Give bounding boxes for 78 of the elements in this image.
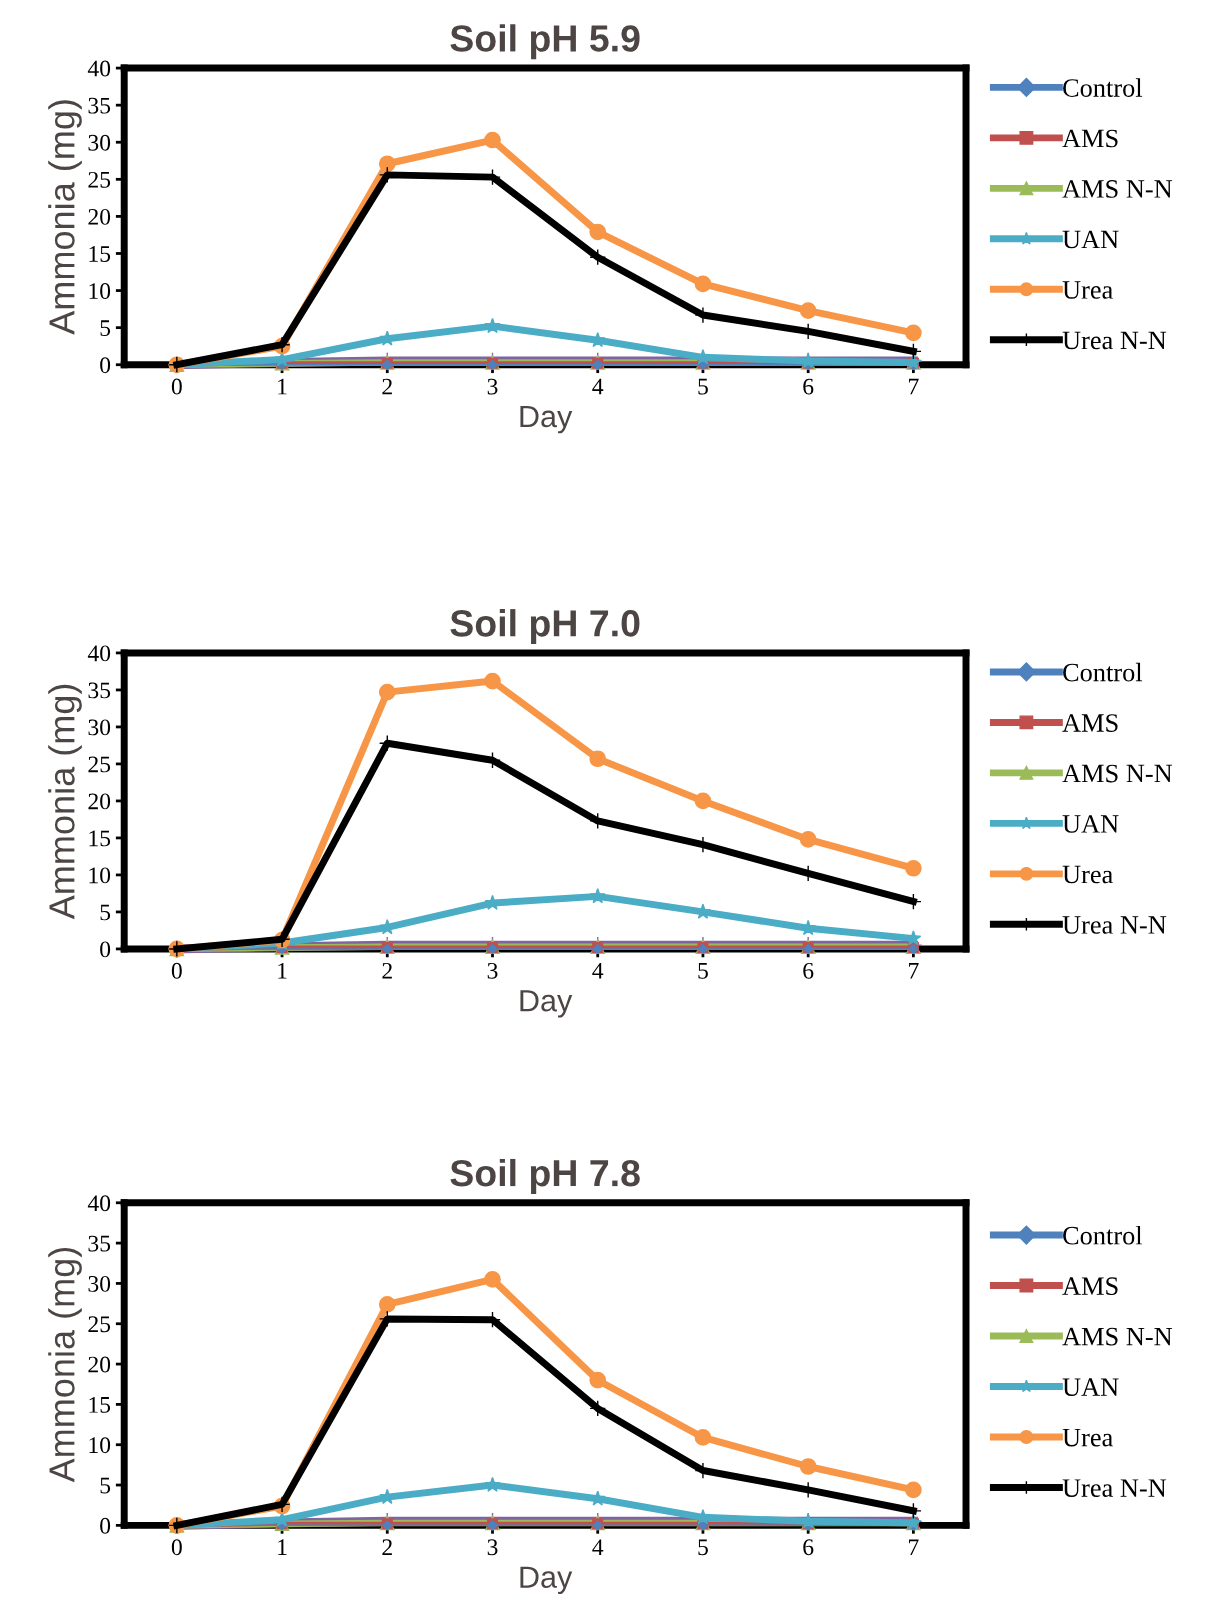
x-tick-label: 5 [698, 1539, 708, 1556]
y-tick-label: 0 [100, 1517, 111, 1534]
x-tick-label: 7 [909, 378, 919, 395]
y-tick-label: 20 [88, 793, 111, 810]
legend-label: Control [1063, 1225, 1143, 1245]
x-tick-label: 5 [698, 963, 708, 979]
x-tick-label: 2 [382, 378, 392, 395]
y-tick-label: 5 [100, 1477, 111, 1494]
legend-label: AMS N-N [1062, 764, 1173, 783]
chart-title: Soil pH 7.0 [450, 609, 640, 645]
x-tick-label: 7 [909, 1539, 919, 1555]
legend-label: Urea N-N [1062, 331, 1167, 350]
x-tick-label: 2 [382, 962, 392, 979]
y-axis-title: Ammonia (mg) [48, 1247, 82, 1483]
x-tick-label: 2 [382, 1539, 392, 1555]
x-tick-label: 5 [698, 378, 708, 395]
x-tick-label: 3 [487, 1539, 498, 1556]
y-tick-label: 5 [100, 320, 111, 337]
y-tick-label: 15 [89, 1397, 111, 1413]
chart-title: Soil pH 7.8 [450, 1158, 640, 1194]
x-tick-label: 1 [278, 1539, 287, 1555]
x-tick-label: 1 [278, 378, 287, 395]
y-tick-label: 35 [88, 1235, 111, 1252]
x-tick-label: 3 [487, 962, 498, 979]
x-tick-label: 6 [803, 378, 814, 395]
y-tick-label: 20 [88, 1356, 111, 1373]
y-tick-label: 30 [88, 1275, 111, 1292]
legend-label: UAN [1062, 1378, 1119, 1396]
x-tick-label: 7 [909, 963, 919, 979]
legend-label: AMS N-N [1062, 180, 1173, 198]
y-tick-label: 30 [88, 134, 111, 151]
x-tick-label: 4 [592, 1539, 604, 1555]
legend-label: Urea [1062, 1428, 1113, 1447]
legend-label: Control [1063, 78, 1143, 97]
y-tick-label: 25 [88, 756, 111, 773]
legend-label: Urea N-N [1062, 916, 1167, 934]
x-tick-label: 4 [592, 378, 604, 395]
y-tick-label: 15 [89, 246, 111, 262]
y-tick-label: 0 [100, 357, 111, 374]
y-tick-label: 20 [88, 208, 111, 225]
y-tick-label: 40 [87, 1195, 111, 1212]
y-tick-label: 40 [87, 60, 111, 77]
x-tick-label: 3 [487, 378, 498, 395]
legend-label: AMS N-N [1062, 1327, 1173, 1346]
y-tick-label: 10 [89, 283, 111, 299]
x-tick-label: 6 [803, 962, 814, 979]
y-tick-label: 5 [100, 904, 111, 921]
x-tick-label: 4 [592, 962, 604, 979]
y-tick-label: 25 [88, 1316, 111, 1333]
y-axis-title: Ammonia (mg) [48, 684, 82, 920]
y-tick-label: 0 [100, 941, 111, 958]
y-axis-title: Ammonia (mg) [48, 100, 82, 335]
legend-label: Urea N-N [1062, 1479, 1167, 1497]
legend-label: UAN [1062, 230, 1119, 249]
legend-label: Urea [1062, 281, 1113, 299]
chart-title: Soil pH 5.9 [450, 24, 640, 60]
legend-label: Urea [1062, 865, 1113, 884]
y-tick-label: 10 [89, 867, 111, 884]
y-tick-label: 15 [89, 830, 111, 847]
legend-label: AMS [1062, 129, 1118, 148]
legend-label: AMS [1062, 1277, 1118, 1296]
x-tick-label: 0 [171, 1539, 182, 1556]
y-tick-label: 30 [88, 719, 111, 736]
x-axis-title: Day [520, 990, 573, 1018]
y-tick-label: 35 [88, 682, 111, 699]
y-tick-label: 25 [88, 171, 111, 188]
x-tick-label: 0 [171, 378, 182, 395]
x-axis-title: Day [520, 406, 573, 434]
x-tick-label: 6 [803, 1539, 814, 1556]
legend-label: Control [1063, 662, 1143, 682]
legend-label: AMS [1062, 714, 1118, 732]
x-tick-label: 0 [171, 962, 182, 979]
x-tick-label: 1 [278, 962, 287, 979]
y-tick-label: 40 [87, 645, 111, 662]
y-tick-label: 35 [88, 97, 111, 114]
x-axis-title: Day [520, 1566, 573, 1595]
y-tick-label: 10 [89, 1437, 111, 1454]
legend-label: UAN [1062, 815, 1119, 833]
